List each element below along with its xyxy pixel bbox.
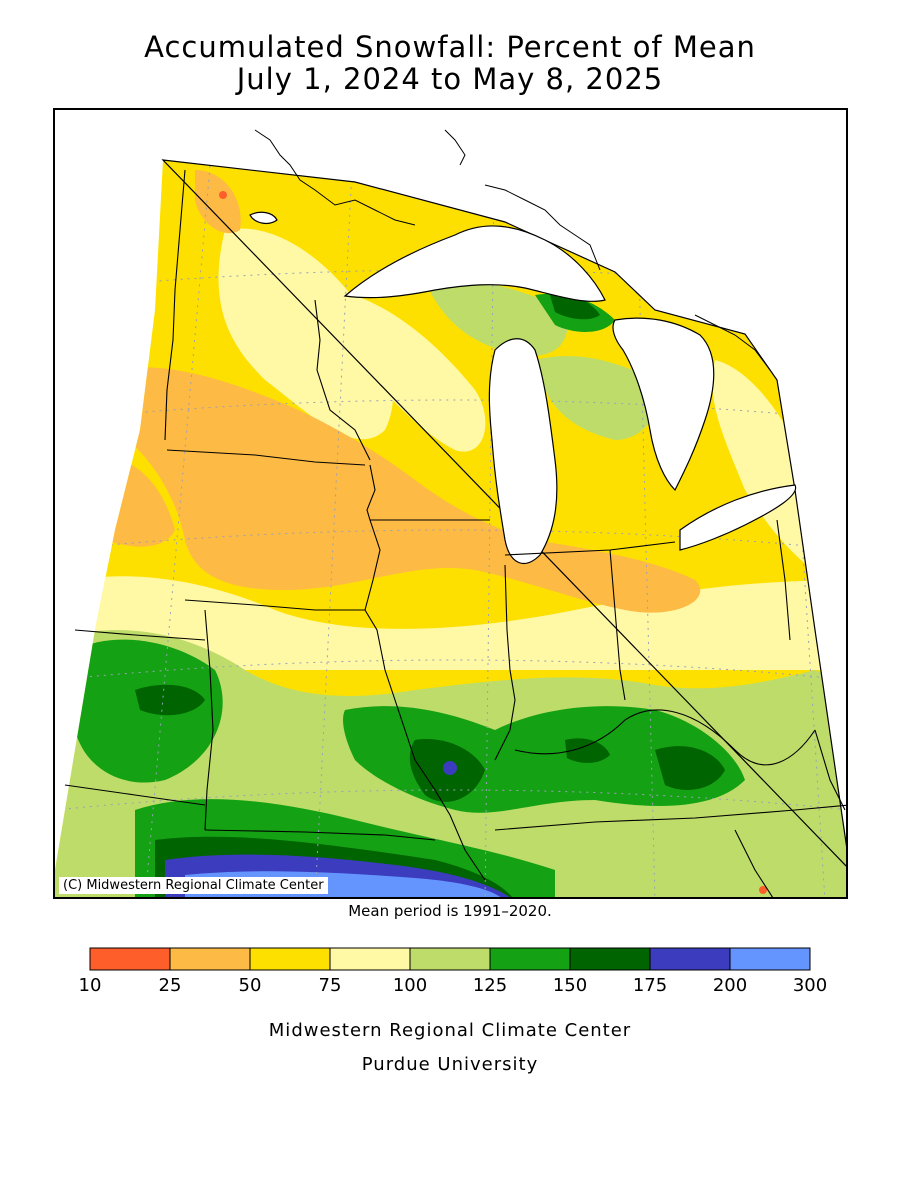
legend-swatch-50-75: [249, 947, 331, 971]
snowfall-map: (C) Midwestern Regional Climate Center: [53, 108, 848, 899]
legend-tick-300: 300: [792, 975, 828, 996]
map-canvas: [55, 110, 846, 897]
legend-swatch-150-175: [569, 947, 651, 971]
legend-tick-10: 10: [78, 975, 102, 996]
legend-tick-150: 150: [552, 975, 588, 996]
legend-swatch-125-150: [489, 947, 571, 971]
legend-tick-75: 75: [318, 975, 342, 996]
map-copyright: (C) Midwestern Regional Climate Center: [59, 877, 328, 894]
legend-tick-125: 125: [472, 975, 508, 996]
legend-swatch-175-200: [649, 947, 731, 971]
legend-tick-100: 100: [392, 975, 428, 996]
footer-university: Purdue University: [361, 1054, 539, 1075]
canada-coast: [254, 129, 771, 371]
great-lakes: [249, 211, 797, 565]
color-legend: [89, 947, 811, 971]
mean-period-note: Mean period is 1991–2020.: [348, 902, 552, 920]
map-title-line-1: Accumulated Snowfall: Percent of Mean: [144, 30, 756, 64]
map-title-line-2: July 1, 2024 to May 8, 2025: [236, 62, 664, 96]
legend-tick-200: 200: [712, 975, 748, 996]
legend-swatch-100-125: [409, 947, 491, 971]
legend-tick-175: 175: [632, 975, 668, 996]
legend-tick-25: 25: [158, 975, 182, 996]
legend-tick-50: 50: [238, 975, 262, 996]
legend-swatch-75-100: [329, 947, 411, 971]
state-borders: [64, 169, 846, 897]
legend-swatch-25-50: [169, 947, 251, 971]
legend-swatch-200-300: [729, 947, 811, 971]
footer-org: Midwestern Regional Climate Center: [268, 1020, 632, 1041]
legend-swatch-10-25: [89, 947, 171, 971]
